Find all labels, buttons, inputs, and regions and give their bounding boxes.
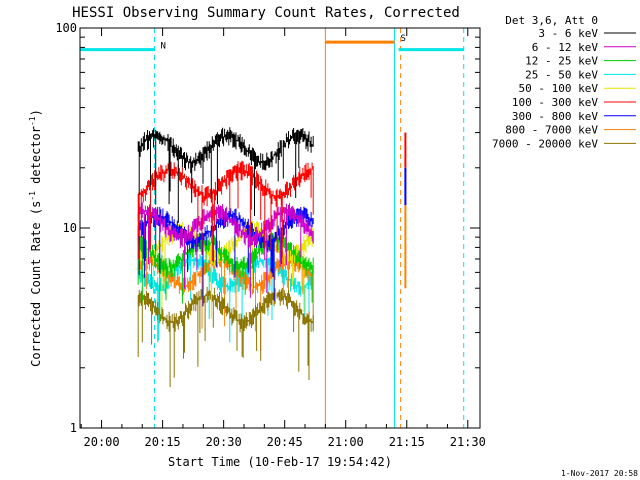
legend-title: Det 3,6, Att 0 — [505, 14, 598, 27]
chart-title: HESSI Observing Summary Count Rates, Cor… — [72, 5, 460, 21]
legend-label-6: 300 - 800 keV — [512, 110, 598, 123]
annotation-label-0: N — [160, 42, 165, 52]
plot-area: NS — [79, 28, 465, 428]
x-tick-label-5: 21:15 — [389, 435, 425, 449]
x-tick-label-1: 20:15 — [145, 435, 181, 449]
axes: 20:00 20:15 20:30 20:45 21:00 21:15 21:30 1 10 10… — [55, 21, 486, 449]
legend-label-2: 12 - 25 keV — [525, 55, 598, 68]
legend-label-3: 25 - 50 keV — [525, 68, 598, 81]
legend-label-0: 3 - 6 keV — [538, 27, 598, 40]
footer-timestamp: 1-Nov-2017 20:58 — [561, 469, 638, 478]
annotation-label-1: S — [401, 34, 406, 44]
y-axis-label: Corrected Count Rate (s-1 detector-1) — [28, 109, 43, 367]
x-tick-label-2: 20:30 — [206, 435, 242, 449]
legend-label-8: 7000 - 20000 keV — [492, 137, 598, 150]
y-tick-label-0: 1 — [70, 421, 77, 435]
x-tick-label-3: 20:45 — [267, 435, 303, 449]
x-tick-label-0: 20:00 — [84, 435, 120, 449]
series-trace-5 — [137, 160, 314, 261]
y-tick-label-1: 10 — [63, 221, 77, 235]
y-tick-label-2: 100 — [55, 21, 77, 35]
legend-label-7: 800 - 7000 keV — [505, 124, 598, 137]
x-tick-label-6: 21:30 — [450, 435, 486, 449]
series-trace-0 — [137, 127, 314, 223]
legend-label-4: 50 - 100 keV — [519, 82, 599, 95]
series-trace-8 — [137, 286, 314, 388]
x-tick-label-4: 21:00 — [328, 435, 364, 449]
legend-label-5: 100 - 300 keV — [512, 96, 598, 109]
x-axis-label: Start Time (10-Feb-17 19:54:42) — [168, 455, 392, 469]
legend-label-1: 6 - 12 keV — [532, 41, 599, 54]
